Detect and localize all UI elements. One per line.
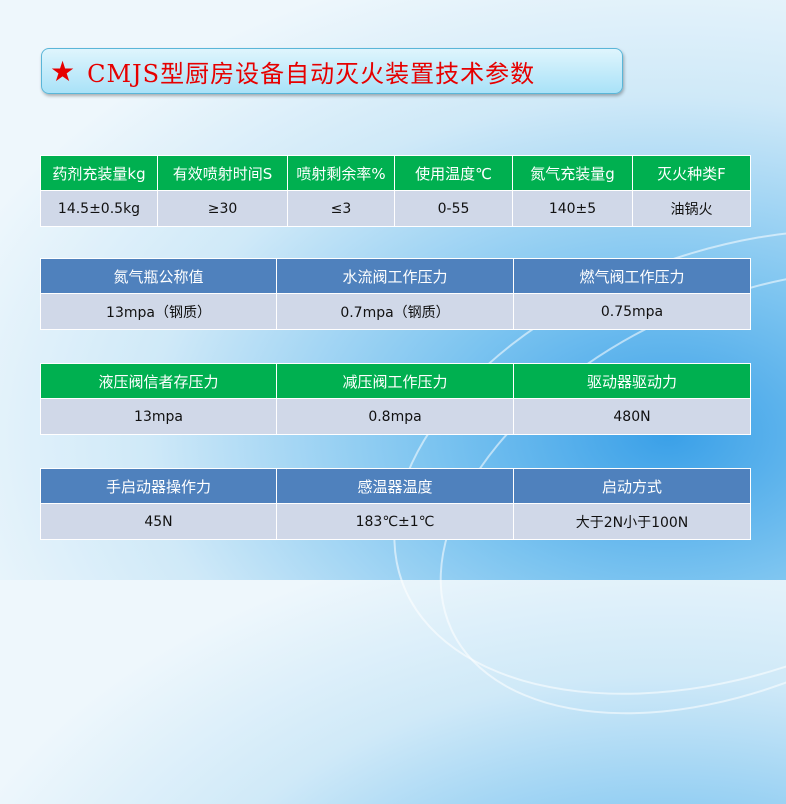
header-cell: 减压阀工作压力 (276, 363, 514, 399)
header-cell: 使用温度℃ (394, 155, 513, 191)
data-row: 14.5±0.5kg ≥30 ≤3 0-55 140±5 油锅火 (40, 190, 751, 227)
header-cell: 液压阀信者存压力 (40, 363, 277, 399)
value-cell: 13mpa (40, 398, 277, 435)
header-cell: 氮气瓶公称值 (40, 258, 277, 294)
params-table-3: 液压阀信者存压力 减压阀工作压力 驱动器驱动力 13mpa 0.8mpa 480… (40, 363, 751, 435)
header-row: 液压阀信者存压力 减压阀工作压力 驱动器驱动力 (40, 363, 751, 399)
star-icon: ★ (50, 54, 76, 88)
params-table-4: 手启动器操作力 感温器温度 启动方式 45N 183℃±1℃ 大于2N小于100… (40, 468, 751, 540)
value-cell: 0.75mpa (513, 293, 751, 330)
params-table-1: 药剂充装量kg 有效喷射时间S 喷射剩余率% 使用温度℃ 氮气充装量g 灭火种类… (40, 155, 751, 227)
header-cell: 水流阀工作压力 (276, 258, 514, 294)
data-row: 13mpa 0.8mpa 480N (40, 398, 751, 435)
value-cell: 油锅火 (632, 190, 751, 227)
header-cell: 感温器温度 (276, 468, 514, 504)
value-cell: 0.7mpa（钢质） (276, 293, 514, 330)
value-cell: ≤3 (287, 190, 395, 227)
title-banner: ★ CMJS型厨房设备自动灭火装置技术参数 (41, 48, 623, 94)
value-cell: 140±5 (512, 190, 633, 227)
value-cell: 13mpa（钢质） (40, 293, 277, 330)
value-cell: 0-55 (394, 190, 513, 227)
header-row: 氮气瓶公称值 水流阀工作压力 燃气阀工作压力 (40, 258, 751, 294)
value-cell: 14.5±0.5kg (40, 190, 158, 227)
value-cell: 183℃±1℃ (276, 503, 514, 540)
header-row: 药剂充装量kg 有效喷射时间S 喷射剩余率% 使用温度℃ 氮气充装量g 灭火种类… (40, 155, 751, 191)
header-cell: 喷射剩余率% (287, 155, 395, 191)
data-row: 13mpa（钢质） 0.7mpa（钢质） 0.75mpa (40, 293, 751, 330)
header-cell: 启动方式 (513, 468, 751, 504)
header-cell: 有效喷射时间S (157, 155, 288, 191)
header-cell: 氮气充装量g (512, 155, 633, 191)
value-cell: ≥30 (157, 190, 288, 227)
params-table-2: 氮气瓶公称值 水流阀工作压力 燃气阀工作压力 13mpa（钢质） 0.7mpa（… (40, 258, 751, 330)
value-cell: 480N (513, 398, 751, 435)
header-cell: 驱动器驱动力 (513, 363, 751, 399)
header-cell: 药剂充装量kg (40, 155, 158, 191)
value-cell: 大于2N小于100N (513, 503, 751, 540)
value-cell: 0.8mpa (276, 398, 514, 435)
data-row: 45N 183℃±1℃ 大于2N小于100N (40, 503, 751, 540)
header-row: 手启动器操作力 感温器温度 启动方式 (40, 468, 751, 504)
value-cell: 45N (40, 503, 277, 540)
header-cell: 灭火种类F (632, 155, 751, 191)
header-cell: 手启动器操作力 (40, 468, 277, 504)
header-cell: 燃气阀工作压力 (513, 258, 751, 294)
page-title: CMJS型厨房设备自动灭火装置技术参数 (87, 59, 536, 88)
